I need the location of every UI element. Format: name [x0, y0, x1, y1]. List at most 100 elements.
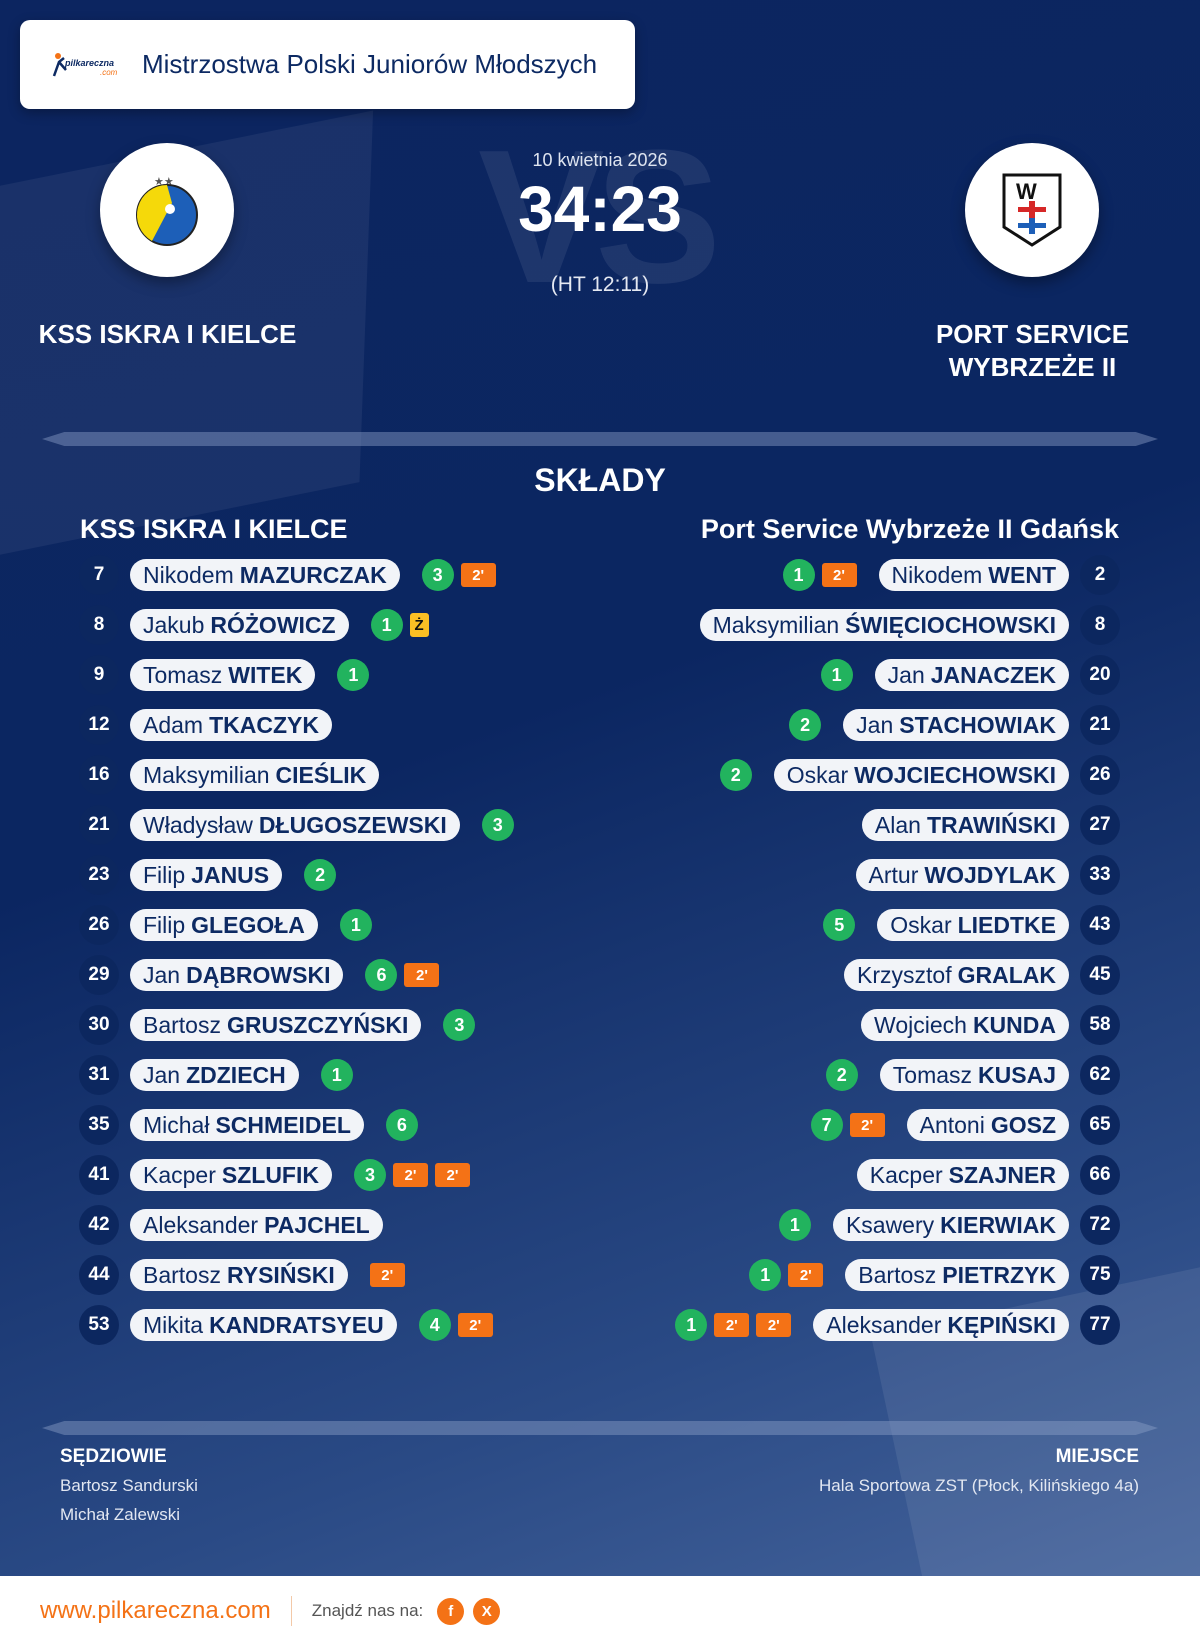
player-name[interactable]: Tomasz WITEK — [130, 659, 316, 691]
player-name[interactable]: Antoni GOSZ — [906, 1109, 1069, 1141]
player-name[interactable]: Alan TRAWIŃSKI — [861, 809, 1069, 841]
goals-badge: 7 — [810, 1109, 843, 1141]
website-link[interactable]: www.pilkareczna.com — [40, 1597, 271, 1624]
first-name: Maksymilian — [712, 611, 840, 638]
suspension-badge: 2' — [821, 563, 857, 587]
competition-header: pilkareczna .com Mistrzostwa Polski Junio… — [20, 20, 635, 109]
suspension-badge: 2' — [788, 1263, 824, 1287]
first-name: Alan — [874, 811, 921, 838]
player-name[interactable]: Filip JANUS — [130, 859, 283, 891]
last-name: JANACZEK — [930, 661, 1056, 688]
last-name: SZLUFIK — [221, 1161, 319, 1188]
venue-value: Hala Sportowa ZST (Płock, Kilińskiego 4a… — [819, 1476, 1139, 1495]
divider — [42, 1421, 1158, 1435]
first-name: Oskar — [890, 911, 952, 938]
goals-badge: 1 — [320, 1059, 353, 1091]
suspension-badge: 2' — [460, 563, 496, 587]
goals-badge: 3 — [353, 1159, 386, 1191]
goals-badge: 2 — [789, 709, 822, 741]
last-name: LIEDTKE — [957, 911, 1056, 938]
x-icon[interactable]: X — [473, 1597, 501, 1625]
player-name[interactable]: Jan JANACZEK — [874, 659, 1069, 691]
competition-title: Mistrzostwa Polski Juniorów Młodszych — [142, 49, 598, 79]
player-row: 26 Filip GLEGOŁA 1 — [79, 905, 372, 945]
player-name[interactable]: Aleksander KĘPIŃSKI — [813, 1309, 1069, 1341]
player-name[interactable]: Oskar LIEDTKE — [877, 909, 1069, 941]
last-name: PIETRZYK — [942, 1261, 1056, 1288]
player-name[interactable]: Jan ZDZIECH — [130, 1059, 299, 1091]
away-team-name-line2: WYBRZEŻE II — [948, 352, 1117, 382]
shirt-number: 35 — [79, 1105, 119, 1145]
player-events: 2 — [719, 759, 752, 791]
last-name: TKACZYK — [209, 711, 319, 738]
shirt-number: 62 — [1080, 1055, 1120, 1095]
facebook-icon[interactable]: f — [437, 1597, 465, 1625]
shirt-number: 45 — [1080, 955, 1120, 995]
first-name: Bartosz — [143, 1261, 221, 1288]
player-events: 1 — [778, 1209, 811, 1241]
player-row: 30 Bartosz GRUSZCZYŃSKI 3 — [79, 1005, 476, 1045]
player-name[interactable]: Ksawery KIERWIAK — [832, 1209, 1069, 1241]
away-lineup-title: Port Service Wybrzeże II Gdańsk — [700, 514, 1119, 544]
first-name: Bartosz — [143, 1011, 221, 1038]
player-name[interactable]: Filip GLEGOŁA — [130, 909, 318, 941]
player-name[interactable]: Maksymilian ŚWIĘCIOCHOWSKI — [699, 609, 1069, 641]
player-events: 2 — [825, 1059, 858, 1091]
player-name[interactable]: Kacper SZAJNER — [856, 1159, 1069, 1191]
last-name: TRAWIŃSKI — [926, 811, 1056, 838]
player-row: 77 Aleksander KĘPIŃSKI 1 2' 2' — [675, 1305, 1120, 1345]
player-name[interactable]: Maksymilian CIEŚLIK — [130, 759, 380, 791]
shirt-number: 72 — [1080, 1205, 1120, 1245]
player-name[interactable]: Adam TKACZYK — [130, 709, 332, 741]
player-row: 7 Nikodem MAZURCZAK 3 2' — [79, 555, 496, 595]
player-name[interactable]: Wojciech KUNDA — [861, 1009, 1069, 1041]
shirt-number: 30 — [79, 1005, 119, 1045]
player-name[interactable]: Bartosz GRUSZCZYŃSKI — [130, 1009, 422, 1041]
player-events: 3 2' — [421, 559, 496, 591]
player-name[interactable]: Jan DĄBROWSKI — [130, 959, 344, 991]
player-name[interactable]: Władysław DŁUGOSZEWSKI — [130, 809, 460, 841]
player-name[interactable]: Jan STACHOWIAK — [843, 709, 1069, 741]
goals-badge: 1 — [370, 609, 403, 641]
official-name: Michał Zalewski — [60, 1505, 180, 1524]
player-events: 1 — [820, 659, 853, 691]
last-name: SCHMEIDEL — [215, 1111, 351, 1138]
shirt-number: 33 — [1080, 855, 1120, 895]
first-name: Kacper — [869, 1161, 943, 1188]
player-events: 1 2' 2' — [675, 1309, 792, 1341]
player-name[interactable]: Michał SCHMEIDEL — [130, 1109, 364, 1141]
player-name[interactable]: Oskar WOJCIECHOWSKI — [773, 759, 1069, 791]
player-name[interactable]: Nikodem WENT — [878, 559, 1069, 591]
suspension-badge: 2' — [434, 1163, 470, 1187]
last-name: ZDZIECH — [186, 1061, 286, 1088]
goals-badge: 2 — [825, 1059, 858, 1091]
player-name[interactable]: Bartosz RYSIŃSKI — [130, 1259, 348, 1291]
away-team-logo: W — [965, 143, 1099, 277]
footer: www.pilkareczna.com Znajdź nas na: f X — [0, 1576, 1200, 1646]
player-name[interactable]: Bartosz PIETRZYK — [845, 1259, 1069, 1291]
player-name[interactable]: Tomasz KUSAJ — [879, 1059, 1069, 1091]
player-name[interactable]: Nikodem MAZURCZAK — [130, 559, 400, 591]
goals-badge: 5 — [823, 909, 856, 941]
player-row: 62 Tomasz KUSAJ 2 — [825, 1055, 1120, 1095]
final-score: 34:23 — [518, 173, 682, 245]
player-name[interactable]: Krzysztof GRALAK — [844, 959, 1069, 991]
player-name[interactable]: Artur WOJDYLAK — [855, 859, 1069, 891]
player-name[interactable]: Kacper SZLUFIK — [130, 1159, 332, 1191]
player-row: 53 Mikita KANDRATSYEU 4 2' — [79, 1305, 493, 1345]
player-row: 44 Bartosz RYSIŃSKI 2' — [79, 1255, 405, 1295]
player-name[interactable]: Mikita KANDRATSYEU — [130, 1309, 397, 1341]
suspension-badge: 2' — [369, 1263, 405, 1287]
first-name: Mikita — [143, 1311, 204, 1338]
shirt-number: 7 — [79, 555, 119, 595]
player-name[interactable]: Aleksander PAJCHEL — [130, 1209, 383, 1241]
shirt-number: 31 — [79, 1055, 119, 1095]
official-name: Bartosz Sandurski — [60, 1476, 198, 1495]
goals-badge: 4 — [418, 1309, 451, 1341]
player-row: 12 Adam TKACZYK — [79, 705, 332, 745]
player-row: 20 Jan JANACZEK 1 — [820, 655, 1120, 695]
player-row: 45 Krzysztof GRALAK — [844, 955, 1120, 995]
last-name: KIERWIAK — [940, 1211, 1056, 1238]
home-lineup-title: KSS ISKRA I KIELCE — [80, 514, 348, 544]
player-name[interactable]: Jakub RÓŻOWICZ — [130, 609, 349, 641]
